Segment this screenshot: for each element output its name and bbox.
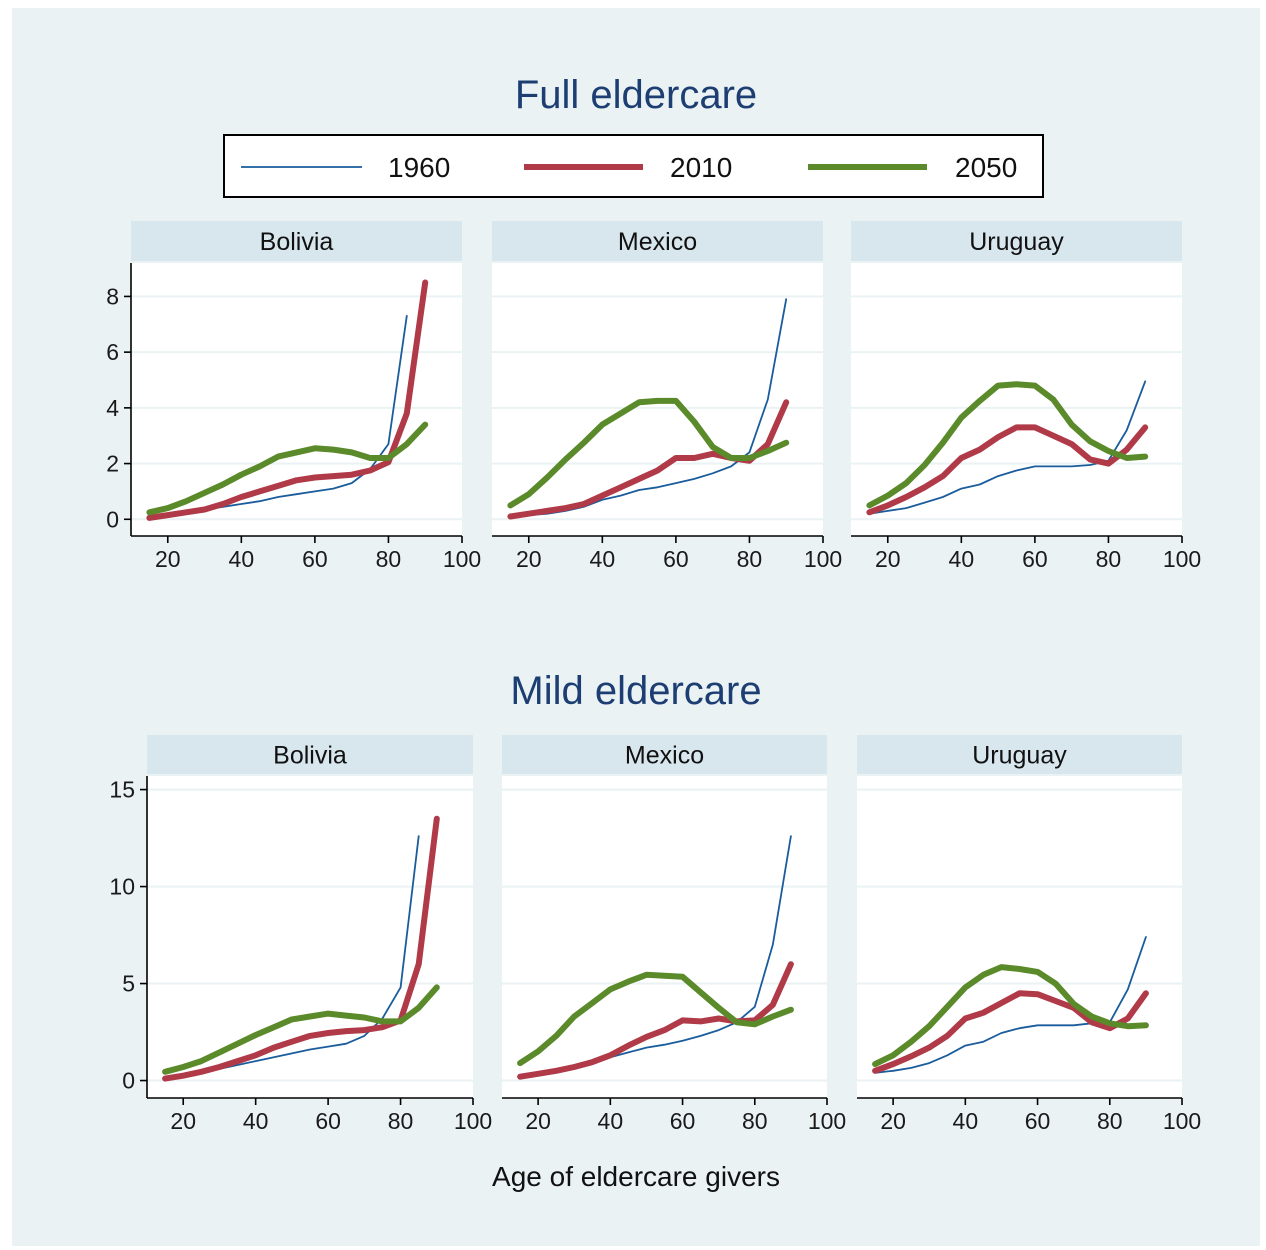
- y-tick-label: 4: [106, 395, 119, 421]
- panel-mexico: Mexico 20 40 60 80 100: [492, 221, 842, 572]
- panel-strip: [131, 221, 462, 261]
- x-tick-label: 100: [443, 546, 481, 572]
- panel-strip-label: Bolivia: [273, 742, 347, 770]
- chart-title: Mild eldercare: [510, 669, 761, 713]
- panel-strip-label: Mexico: [618, 228, 697, 256]
- series-line-2050: [507, 397, 790, 509]
- x-tick-label: 100: [1163, 546, 1201, 572]
- x-tick-label: 60: [1022, 546, 1048, 572]
- panel-strip-label: Uruguay: [969, 228, 1064, 256]
- panel-uruguay: Uruguay 20 40 60 80 100: [851, 221, 1201, 572]
- chart-0: Full eldercare Bolivia 20 40 60 80 100 0 2 4 6 8 Mex…: [106, 73, 1201, 572]
- panel-strip-label: Bolivia: [260, 228, 334, 256]
- chart-1: Mild eldercare Bolivia 20 40 60 80 100 0 5 10 15 Me…: [109, 669, 1201, 1134]
- x-tick-label: 80: [388, 1108, 414, 1134]
- panel-bolivia: Bolivia 20 40 60 80 100 0 5 10 15: [109, 735, 492, 1134]
- x-tick-label: 20: [875, 546, 901, 572]
- y-tick-label: 8: [106, 283, 119, 309]
- x-tick-label: 60: [315, 1108, 341, 1134]
- x-tick-label: 80: [737, 546, 763, 572]
- series-line-2050: [872, 964, 1149, 1068]
- series-line-2010: [866, 424, 1149, 516]
- series-line-2050: [517, 971, 794, 1067]
- legend: 1960 2010 2050: [223, 134, 1044, 198]
- x-tick-label: 20: [170, 1108, 196, 1134]
- x-tick-label: 20: [525, 1108, 551, 1134]
- x-tick-label: 100: [454, 1108, 492, 1134]
- panel-bolivia: Bolivia 20 40 60 80 100 0 2 4 6 8: [106, 221, 481, 572]
- x-tick-label: 40: [949, 546, 975, 572]
- x-axis-title: Age of eldercare givers: [492, 1161, 780, 1192]
- panel-strip: [492, 221, 823, 261]
- panel-mexico: Mexico 20 40 60 80 100: [502, 735, 846, 1134]
- x-tick-label: 40: [598, 1108, 624, 1134]
- panel-strip-label: Mexico: [625, 742, 704, 770]
- legend-label-2050: 2050: [955, 152, 1017, 183]
- x-tick-label: 60: [663, 546, 689, 572]
- panel-strip: [851, 221, 1182, 261]
- x-tick-label: 80: [376, 546, 402, 572]
- panel-uruguay: Uruguay 20 40 60 80 100: [857, 735, 1201, 1134]
- x-tick-label: 40: [590, 546, 616, 572]
- y-tick-label: 6: [106, 339, 119, 365]
- y-tick-label: 15: [109, 777, 135, 803]
- chart-title: Full eldercare: [515, 73, 757, 117]
- x-tick-label: 100: [808, 1108, 846, 1134]
- x-tick-label: 20: [880, 1108, 906, 1134]
- x-tick-label: 40: [243, 1108, 269, 1134]
- x-tick-label: 60: [302, 546, 328, 572]
- plot-area: [502, 776, 827, 1098]
- x-tick-label: 20: [155, 546, 181, 572]
- legend-label-2010: 2010: [670, 152, 732, 183]
- y-tick-label: 2: [106, 451, 119, 477]
- plot-area: [147, 776, 473, 1098]
- x-tick-label: 60: [670, 1108, 696, 1134]
- x-tick-label: 60: [1025, 1108, 1051, 1134]
- panel-strip: [857, 735, 1182, 774]
- y-tick-label: 0: [106, 506, 119, 532]
- series-line-2010: [872, 990, 1149, 1074]
- panel-strip: [502, 735, 827, 774]
- y-tick-label: 0: [122, 1068, 135, 1094]
- panel-strip: [147, 735, 473, 774]
- legend-label-1960: 1960: [388, 152, 450, 183]
- panel-strip-label: Uruguay: [972, 742, 1067, 770]
- series-line-2050: [146, 421, 429, 516]
- plot-area: [857, 776, 1182, 1098]
- x-tick-label: 80: [742, 1108, 768, 1134]
- x-tick-label: 100: [1163, 1108, 1201, 1134]
- x-tick-label: 80: [1096, 546, 1122, 572]
- x-tick-label: 40: [229, 546, 255, 572]
- x-tick-label: 80: [1097, 1108, 1123, 1134]
- series-line-2050: [866, 381, 1149, 509]
- x-tick-label: 40: [953, 1108, 979, 1134]
- figure-background: 1960 2010 2050 Full eldercare Bolivia 20 40 60 8…: [12, 8, 1260, 1246]
- series-line-2050: [162, 984, 440, 1075]
- y-tick-label: 10: [109, 874, 135, 900]
- x-tick-label: 20: [516, 546, 542, 572]
- x-tick-label: 100: [804, 546, 842, 572]
- series-line-2010: [146, 279, 429, 521]
- y-tick-label: 5: [122, 971, 135, 997]
- plot-area: [851, 263, 1182, 536]
